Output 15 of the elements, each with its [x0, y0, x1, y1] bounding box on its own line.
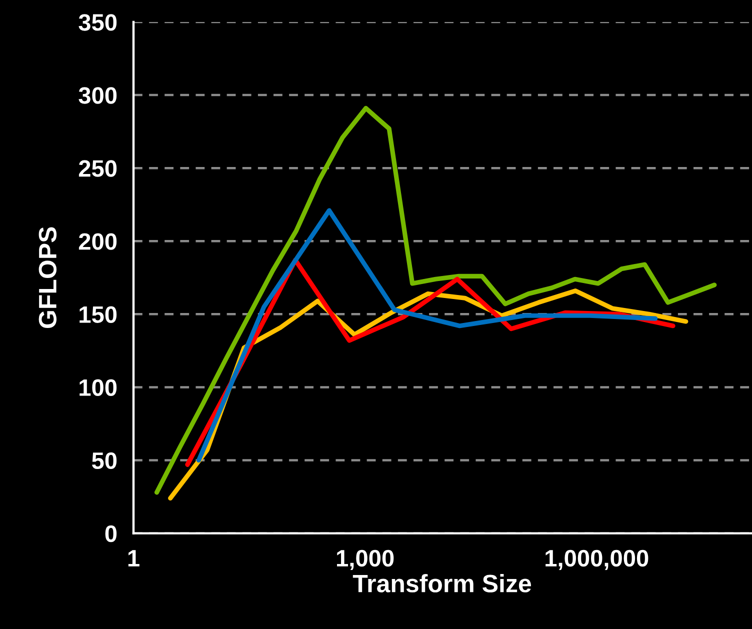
x-tick-label: 1 [128, 550, 140, 566]
y-axis-title: GFLOPS [38, 227, 57, 328]
y-tick-label: 50 [92, 452, 117, 470]
y-tick-label: 350 [78, 14, 117, 31]
y-tick-label: 250 [78, 160, 117, 177]
x-tick-label: 1,000 [337, 550, 394, 570]
y-tick-label: 0 [105, 525, 117, 542]
y-tick-label: 100 [80, 379, 117, 396]
y-tick-label: 300 [78, 87, 117, 104]
x-axis-title: Transform Size [352, 574, 532, 592]
line-series [154, 106, 717, 495]
y-tick-label: 200 [78, 233, 117, 250]
y-tick-label: 150 [80, 306, 117, 323]
x-tick-label: 1,000,000 [546, 550, 648, 570]
line-series [196, 208, 658, 463]
